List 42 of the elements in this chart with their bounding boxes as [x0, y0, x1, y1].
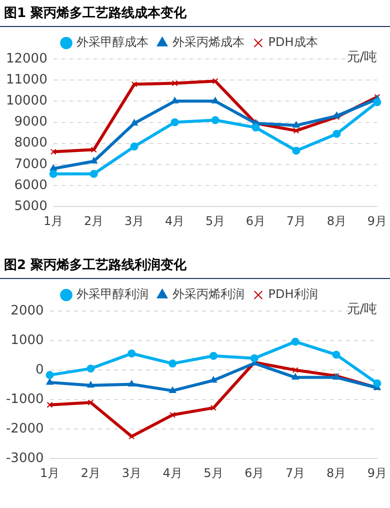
x-tick-label: 6月 — [244, 466, 264, 480]
y-tick-label: 8000 — [14, 136, 48, 151]
y-tick-label: -2000 — [6, 421, 44, 436]
y-tick-label: 1000 — [10, 332, 44, 348]
y-tick-label: 12000 — [6, 51, 48, 66]
x-tick-label: 9月 — [367, 466, 388, 480]
x-tick-label: 1月 — [40, 466, 60, 480]
legend-label: PDH成本 — [268, 35, 318, 50]
legend-label: 外采丙烯成本 — [172, 35, 244, 50]
x-tick-label: 2月 — [80, 466, 101, 480]
x-tick-label: 7月 — [286, 466, 306, 480]
y-tick-label: 0 — [35, 362, 44, 378]
legend-label: 外采甲醇利润 — [76, 287, 148, 302]
legend-label: 外采甲醇成本 — [76, 35, 148, 50]
x-tick-label: 9月 — [367, 214, 388, 228]
y-tick-label: 7000 — [14, 156, 48, 172]
y-axis-title: 元/吨 — [346, 50, 378, 65]
x-tick-label: 1月 — [44, 214, 64, 228]
y-tick-label: 9000 — [14, 114, 48, 130]
y-tick-label: -3000 — [6, 450, 44, 466]
y-tick-label: 10000 — [6, 94, 48, 109]
x-tick-label: 4月 — [164, 214, 185, 228]
chart-title: 图2 聚丙烯多工艺路线利润变化 — [0, 252, 390, 279]
x-tick-label: 8月 — [326, 214, 347, 228]
x-tick-label: 5月 — [204, 466, 224, 480]
chart-title: 图1 聚丙烯多工艺路线成本变化 — [0, 0, 390, 27]
x-tick-label: 2月 — [84, 214, 104, 228]
y-tick-label: 11000 — [6, 72, 48, 88]
x-tick-label: 5月 — [205, 214, 226, 228]
y-tick-label: 5000 — [14, 198, 48, 214]
legend-label: PDH利润 — [268, 287, 318, 302]
x-tick-label: 7月 — [286, 214, 306, 228]
legend-label: 外采丙烯利润 — [172, 287, 244, 302]
x-tick-label: 8月 — [326, 466, 346, 480]
x-tick-label: 6月 — [246, 214, 266, 228]
x-tick-label: 4月 — [162, 466, 182, 480]
x-tick-label: 3月 — [124, 214, 144, 228]
y-axis-title: 元/吨 — [346, 302, 378, 317]
y-tick-label: 6000 — [14, 178, 48, 193]
y-tick-label: -1000 — [6, 392, 44, 407]
x-tick-label: 3月 — [122, 466, 142, 480]
y-tick-label: 2000 — [10, 303, 44, 318]
